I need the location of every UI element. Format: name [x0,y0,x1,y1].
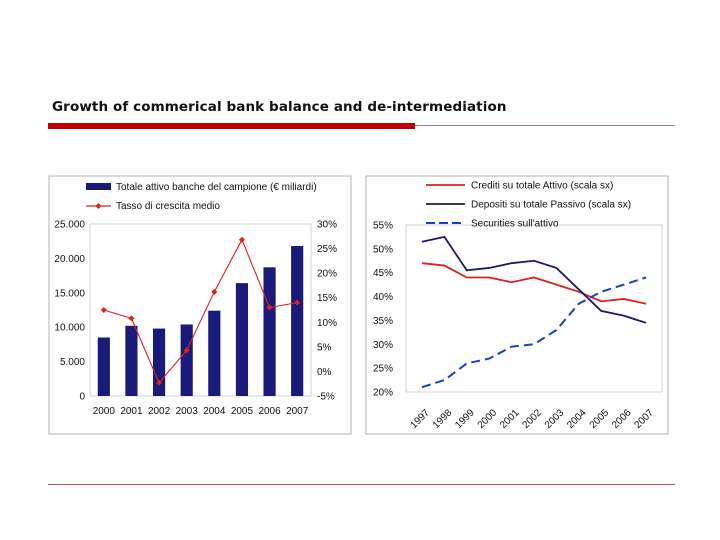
slide-title: Growth of commerical bank balance and de… [52,99,507,115]
x-tick-label: 2007 [286,406,309,417]
bar-series [97,246,304,396]
x-tick-label: 2004 [203,406,226,417]
right-tick-label: 0% [317,367,332,378]
series-line [421,235,647,324]
y-tick-label: 20% [373,388,393,399]
y-tick-label: 40% [373,292,393,303]
growth-point [100,307,107,313]
growth-point [211,288,218,295]
footer-divider [48,484,675,485]
left-tick-label: 0 [79,392,85,403]
left-axis-ticks: 25.000 20.000 15.000 10.000 5.000 0 [54,220,85,403]
growth-point [294,299,301,306]
y-tick-label: 55% [373,221,393,232]
growth-line-series [100,236,301,386]
x-tick-label: 2001 [120,406,143,417]
right-tick-label: -5% [317,392,335,403]
x-axis-ticks: 2000 2001 2002 2003 2004 2005 2006 2007 [93,406,309,417]
right-tick-label: 30% [317,220,337,231]
x-tick-label: 2006 [258,406,281,417]
x-tick-label: 2003 [176,406,199,417]
right-tick-label: 10% [317,318,337,329]
growth-point [183,347,190,354]
legend: Crediti su totale Attivo (scala sx) Depos… [426,181,631,230]
x-tick-label: 2002 [148,406,171,417]
legend-label: Depositi su totale Passivo (scala sx) [471,200,631,211]
bar [291,246,304,396]
growth-point [128,315,135,322]
bar [180,324,193,396]
left-tick-label: 25.000 [54,220,85,231]
bar [235,283,249,396]
legend-bar-label: Totale attivo banche del campione (€ mil… [116,182,317,193]
x-tick-label: 2005 [231,406,254,417]
y-tick-label: 30% [373,340,393,351]
growth-point [266,304,273,311]
legend-line-marker [95,203,102,209]
line-series [421,235,647,389]
series-line [421,262,647,305]
right-tick-label: 5% [317,342,332,353]
legend-label: Crediti su totale Attivo (scala sx) [471,181,613,192]
left-tick-label: 20.000 [54,254,85,265]
plot-area [405,224,663,393]
y-axis-ticks: 55% 50% 45% 40% 35% 30% 25% 20% [373,221,393,399]
legend: Totale attivo banche del campione (€ mil… [86,182,317,212]
left-tick-label: 15.000 [54,288,85,299]
legend-label: Securities sull'attivo [471,219,559,230]
right-tick-label: 25% [317,244,337,255]
growth-point [156,379,163,386]
growth-line [103,238,298,384]
y-tick-label: 45% [373,268,393,279]
chart-frame [365,175,669,435]
y-tick-label: 50% [373,244,393,255]
series-line [421,276,647,389]
left-tick-label: 10.000 [54,323,85,334]
title-divider [415,125,675,126]
x-tick-label: 2000 [93,406,116,417]
bar [208,310,221,396]
left-tick-label: 5.000 [60,357,85,368]
right-tick-label: 20% [317,269,337,280]
title-accent-bar [48,123,415,129]
y-tick-label: 25% [373,364,393,375]
plot-area [89,223,312,397]
growth-point [238,236,245,243]
right-axis-ticks: 30% 25% 20% 15% 10% 5% 0% -5% [317,220,337,403]
legend-bar-swatch [86,183,111,190]
legend-line-label: Tasso di crescita medio [116,201,220,212]
right-tick-label: 15% [317,293,337,304]
bar [97,337,110,396]
bar [125,325,138,396]
y-tick-label: 35% [373,316,393,327]
